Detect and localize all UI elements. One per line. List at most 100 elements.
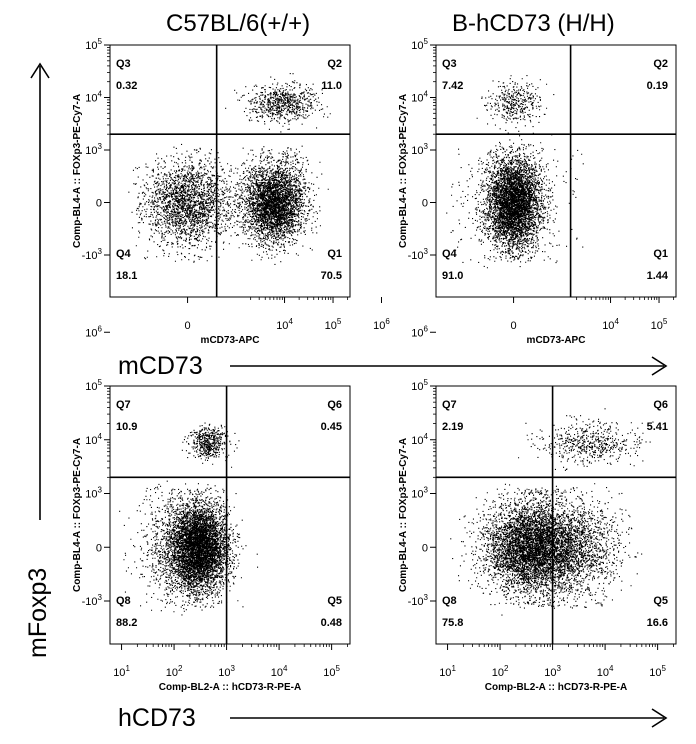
x-axis-label: Comp-BL2-A :: hCD73-R-PE-A	[159, 682, 301, 693]
x-side-label-top: mCD73	[118, 352, 203, 380]
quadrant-name: Q4	[442, 248, 458, 260]
quadrant-name: Q4	[116, 248, 132, 260]
quadrant-percent: 10.9	[116, 421, 137, 433]
quadrant-name: Q5	[327, 595, 342, 607]
y-tick-label: 0	[422, 198, 428, 210]
x-tick-label: 102	[166, 664, 183, 679]
quadrant-percent: 11.0	[321, 80, 342, 92]
y-tick-label: -103	[82, 247, 103, 262]
plot-panel-3: -103 0 103 104 105 106 101 102 103 104 105 Comp-BL2…	[72, 324, 351, 693]
y-tick-label: -103	[82, 593, 103, 608]
plot-frame	[435, 385, 677, 645]
plot-panel-2: -10301031041051060104105106mCD73-APCComp…	[398, 37, 677, 346]
quadrant-percent: 88.2	[116, 617, 137, 629]
y-tick-label: 106	[85, 324, 102, 339]
y-tick-label: 105	[411, 37, 428, 52]
y-tick-label: 103	[85, 486, 102, 501]
quadrant-name: Q3	[116, 58, 131, 70]
quadrant-percent: 18.1	[116, 270, 137, 282]
y-tick-label: 103	[85, 142, 102, 157]
y-arrow-head	[30, 62, 50, 79]
y-tick-label: 104	[85, 90, 102, 105]
event-dots	[446, 75, 584, 269]
column-title-left: C57BL/6(+/+)	[166, 10, 311, 37]
x-tick-label: 105	[323, 664, 340, 679]
side-arrows	[30, 62, 668, 728]
quadrant-name: Q1	[653, 248, 668, 260]
x-tick-label: 102	[492, 664, 509, 679]
quadrant-percent: 70.5	[321, 270, 342, 282]
x-axis-label: Comp-BL2-A :: hCD73-R-PE-A	[485, 682, 627, 693]
y-tick-label: 0	[422, 542, 428, 554]
y-tick-label: 103	[411, 142, 428, 157]
quadrant-percent: 75.8	[442, 617, 463, 629]
y-tick-label: 0	[96, 542, 102, 554]
y-tick-label: 104	[411, 432, 428, 447]
y-axis-label: Comp-BL4-A :: FOXp3-PE-Cy7-A	[398, 94, 409, 248]
x-tick-label: 105	[649, 664, 666, 679]
x-tick-label: 101	[439, 664, 456, 679]
plot-frame	[109, 44, 351, 298]
quadrant-percent: 7.42	[442, 80, 463, 92]
y-tick-label: 105	[85, 378, 102, 393]
column-title-right: B-hCD73 (H/H)	[452, 10, 615, 37]
y-tick-label: 105	[85, 37, 102, 52]
quadrant-percent: 2.19	[442, 421, 463, 433]
plot-frame	[109, 385, 351, 645]
plot-panel-1: -103 0 103 104 105 106 0 104 105 106 mCD73-APC Comp…	[72, 37, 390, 346]
x-tick-label: 104	[602, 317, 619, 332]
x-tick-label: 104	[276, 317, 293, 332]
x-axis-label: mCD73-APC	[527, 335, 586, 346]
quadrant-name: Q5	[653, 595, 668, 607]
event-dots	[119, 422, 259, 616]
quadrant-percent: 16.6	[647, 617, 668, 629]
x-axis-label: mCD73-APC	[201, 335, 260, 346]
y-axis-label: Comp-BL4-A :: FOXp3-PE-Cy7-A	[72, 94, 83, 248]
x-tick-label: 104	[597, 664, 614, 679]
x-side-label-bottom: hCD73	[118, 704, 196, 732]
y-tick-label: -103	[408, 247, 429, 262]
x-tick-label: 105	[651, 317, 668, 332]
quadrant-percent: 91.0	[442, 270, 463, 282]
quadrant-percent: 0.48	[321, 617, 342, 629]
quadrant-name: Q7	[116, 399, 131, 411]
y-tick-label: 103	[411, 486, 428, 501]
y-axis-label: Comp-BL4-A :: FOXp3-PE-Cy7-A	[398, 438, 409, 592]
y-tick-label: 104	[411, 90, 428, 105]
y-axis-label: Comp-BL4-A :: FOXp3-PE-Cy7-A	[72, 438, 83, 592]
plot-panel-4: -103 0 103 104 105 106 101 102 103 104 105 Comp-BL2…	[398, 324, 677, 693]
x-arrow-bottom-head	[651, 708, 668, 728]
quadrant-percent: 0.32	[116, 80, 137, 92]
quadrant-name: Q8	[442, 595, 457, 607]
x-tick-label: 103	[218, 664, 235, 679]
quadrant-percent: 1.44	[647, 270, 669, 282]
y-tick-label: -103	[408, 593, 429, 608]
y-tick-label: 104	[85, 432, 102, 447]
quadrant-percent: 5.41	[647, 421, 668, 433]
x-tick-label: 106	[373, 317, 390, 332]
x-tick-label: 104	[271, 664, 288, 679]
quadrant-name: Q1	[327, 248, 342, 260]
plot-frame	[435, 44, 677, 298]
quadrant-name: Q8	[116, 595, 131, 607]
x-tick-label: 0	[185, 320, 191, 332]
quadrant-name: Q6	[653, 399, 668, 411]
x-tick-label: 103	[544, 664, 561, 679]
quadrant-name: Q2	[653, 58, 668, 70]
quadrant-name: Q6	[327, 399, 342, 411]
quadrant-percent: 0.19	[647, 80, 668, 92]
event-dots	[128, 73, 331, 265]
x-tick-label: 101	[113, 664, 130, 679]
quadrant-name: Q2	[327, 58, 342, 70]
quadrant-name: Q3	[442, 58, 457, 70]
y-side-label: mFoxp3	[24, 567, 52, 658]
x-tick-label: 0	[511, 320, 517, 332]
quadrant-percent: 0.45	[321, 421, 342, 433]
y-tick-label: 105	[411, 378, 428, 393]
quadrant-name: Q7	[442, 399, 457, 411]
y-tick-label: 106	[411, 324, 428, 339]
y-tick-label: 0	[96, 198, 102, 210]
x-arrow-top-head	[651, 356, 668, 376]
